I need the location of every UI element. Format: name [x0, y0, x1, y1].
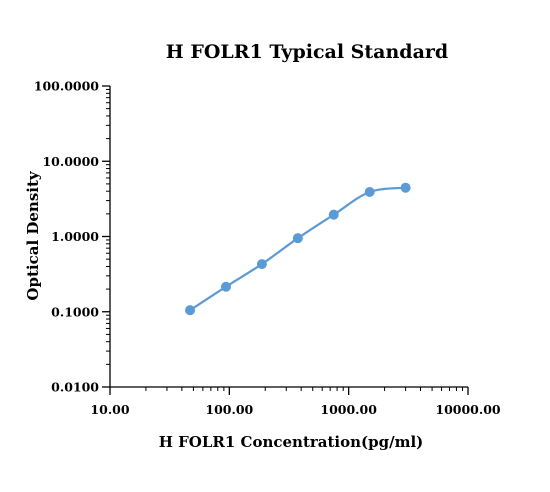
y-tick-label: 10.0000	[42, 154, 99, 169]
data-point	[220, 281, 231, 292]
data-point	[292, 233, 303, 244]
y-tick-label: 100.0000	[34, 79, 100, 94]
y-axis-label: Optical Density	[24, 170, 42, 300]
x-tick-label: 10.00	[90, 402, 129, 417]
x-tick-label: 10000.00	[435, 402, 501, 417]
y-tick-label: 1.0000	[51, 229, 99, 244]
y-tick-label: 0.0100	[51, 380, 99, 395]
data-point	[185, 305, 196, 316]
x-tick-label: 100.00	[205, 402, 253, 417]
data-point	[400, 182, 411, 193]
series-line	[189, 186, 406, 312]
x-axis-label: H FOLR1 Concentration(pg/ml)	[159, 433, 424, 451]
data-point	[364, 187, 375, 198]
y-tick-label: 0.1000	[51, 304, 99, 319]
data-point	[328, 209, 339, 220]
data-point	[256, 259, 267, 270]
chart-title: H FOLR1 Typical Standard	[166, 41, 448, 63]
series-layer	[185, 182, 411, 316]
axes: 10.00 100.00 1000.00 10000.00 0.0100 0.1000 1.…	[34, 79, 501, 418]
x-tick-label: 1000.00	[320, 402, 377, 417]
